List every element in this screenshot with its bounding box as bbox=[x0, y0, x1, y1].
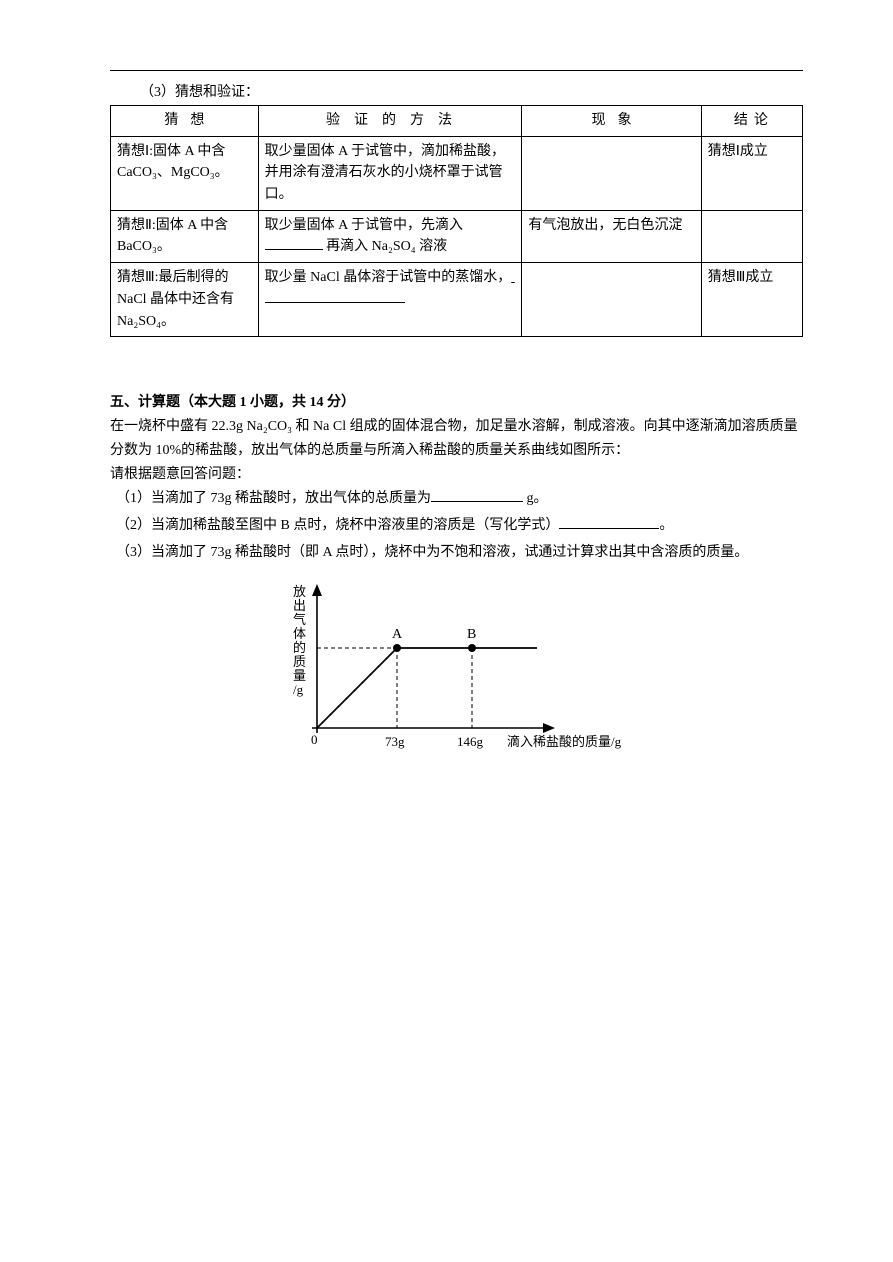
method-2-blank bbox=[265, 236, 323, 250]
page: （3）猜想和验证： 猜想 验证的方法 现象 结论 猜想Ⅰ:固体 A 中含 CaC… bbox=[0, 0, 893, 1262]
section5-title: 五、计算题（本大题 1 小题，共 14 分） bbox=[110, 391, 803, 415]
table-row: 猜想Ⅱ:固体 A 中含 BaCO₃。 取少量固体 A 于试管中，先滴入 再滴入 … bbox=[111, 210, 803, 262]
phenomenon-1-blank bbox=[522, 136, 701, 210]
col-header-method: 验证的方法 bbox=[258, 106, 522, 137]
col-header-conclusion: 结论 bbox=[701, 106, 802, 137]
xtick-0: 0 bbox=[311, 732, 318, 747]
q1-suf: g。 bbox=[523, 491, 548, 506]
guess-2: 猜想Ⅱ:固体 A 中含 BaCO₃。 bbox=[111, 210, 259, 262]
point-b bbox=[468, 644, 476, 652]
conclusion-2-blank bbox=[701, 210, 802, 262]
label-a: A bbox=[392, 627, 403, 642]
conclusion-1: 猜想Ⅰ成立 bbox=[701, 136, 802, 210]
axes bbox=[312, 584, 555, 733]
xtick-146: 146g bbox=[457, 734, 484, 749]
top-rule bbox=[110, 70, 803, 71]
guess-1: 猜想Ⅰ:固体 A 中含 CaCO₃、MgCO₃。 bbox=[111, 136, 259, 210]
projection-lines bbox=[317, 648, 472, 728]
method-3-trail bbox=[511, 270, 515, 285]
guess-3: 猜想Ⅲ:最后制得的 NaCl 晶体中还含有 Na₂SO₄。 bbox=[111, 263, 259, 337]
phenomenon-2: 有气泡放出，无白色沉淀 bbox=[522, 210, 701, 262]
curve bbox=[317, 648, 537, 728]
question-1: （1）当滴加了 73g 稀盐酸时，放出气体的总质量为 g。 bbox=[116, 486, 803, 513]
gas-mass-chart: 放出气体的质量/g bbox=[257, 578, 657, 778]
method-1: 取少量固体 A 于试管中，滴加稀盐酸，并用涂有澄清石灰水的小烧杯罩于试管口。 bbox=[258, 136, 522, 210]
xtick-73: 73g bbox=[385, 734, 405, 749]
method-2-pre: 取少量固体 A 于试管中，先滴入 bbox=[265, 218, 463, 233]
table-header-row: 猜想 验证的方法 现象 结论 bbox=[111, 106, 803, 137]
method-3: 取少量 NaCl 晶体溶于试管中的蒸馏水， bbox=[258, 263, 522, 337]
section3-heading: （3）猜想和验证： bbox=[140, 81, 803, 101]
q2-suf: 。 bbox=[659, 518, 673, 533]
method-3-blank bbox=[265, 289, 405, 303]
chart-container: 放出气体的质量/g bbox=[110, 578, 803, 778]
q1-blank bbox=[431, 488, 523, 502]
x-axis-label: 滴入稀盐酸的质量/g bbox=[507, 734, 622, 749]
question-2: （2）当滴加稀盐酸至图中 B 点时，烧杯中溶液里的溶质是（写化学式） 。 bbox=[116, 513, 803, 540]
method-3-pre: 取少量 NaCl 晶体溶于试管中的蒸馏水， bbox=[265, 270, 512, 285]
method-2-post: 再滴入 Na₂SO₄ 溶液 bbox=[326, 239, 447, 254]
section5-intro1: 在一烧杯中盛有 22.3g Na₂CO₃ 和 Na Cl 组成的固体混合物，加足… bbox=[110, 415, 803, 463]
point-a bbox=[393, 644, 401, 652]
y-axis-arrow-icon bbox=[312, 584, 322, 596]
phenomenon-3-blank bbox=[522, 263, 701, 337]
conclusion-3: 猜想Ⅲ成立 bbox=[701, 263, 802, 337]
method-2: 取少量固体 A 于试管中，先滴入 再滴入 Na₂SO₄ 溶液 bbox=[258, 210, 522, 262]
q1-pre: （1）当滴加了 73g 稀盐酸时，放出气体的总质量为 bbox=[116, 491, 431, 506]
col-header-phenomenon: 现象 bbox=[522, 106, 701, 137]
q2-pre: （2）当滴加稀盐酸至图中 B 点时，烧杯中溶液里的溶质是（写化学式） bbox=[116, 518, 559, 533]
table-row: 猜想Ⅲ:最后制得的 NaCl 晶体中还含有 Na₂SO₄。 取少量 NaCl 晶… bbox=[111, 263, 803, 337]
label-b: B bbox=[467, 627, 476, 642]
table-row: 猜想Ⅰ:固体 A 中含 CaCO₃、MgCO₃。 取少量固体 A 于试管中，滴加… bbox=[111, 136, 803, 210]
question-3: （3）当滴加了 73g 稀盐酸时（即 A 点时），烧杯中为不饱和溶液，试通过计算… bbox=[116, 540, 803, 567]
curve-rise bbox=[317, 648, 397, 728]
section5: 五、计算题（本大题 1 小题，共 14 分） 在一烧杯中盛有 22.3g Na₂… bbox=[110, 391, 803, 778]
y-axis-label: 放出气体的质量/g bbox=[293, 584, 306, 697]
q2-blank bbox=[559, 515, 659, 529]
verification-table: 猜想 验证的方法 现象 结论 猜想Ⅰ:固体 A 中含 CaCO₃、MgCO₃。 … bbox=[110, 105, 803, 337]
col-header-guess: 猜想 bbox=[111, 106, 259, 137]
x-axis-arrow-icon bbox=[543, 723, 555, 733]
section5-intro2: 请根据题意回答问题： bbox=[110, 463, 803, 487]
